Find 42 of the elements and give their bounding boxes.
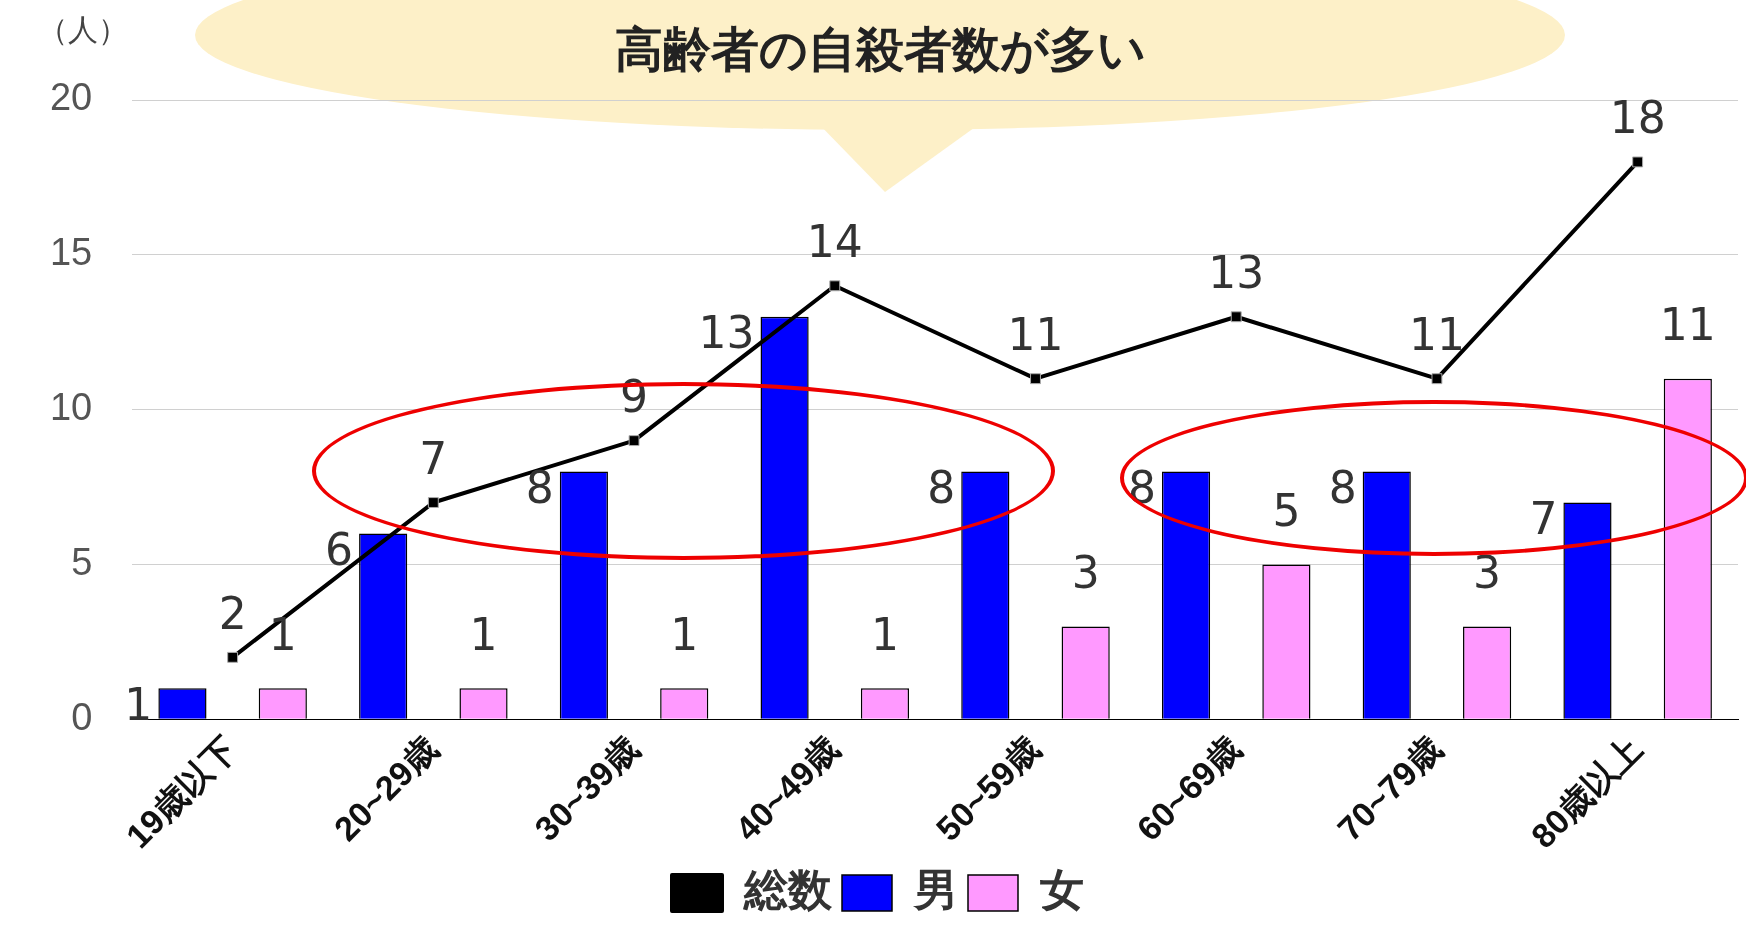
data-label: 14 xyxy=(806,216,863,268)
data-label: 11 xyxy=(1007,309,1064,361)
y-axis-title: （人） xyxy=(38,11,128,49)
data-label: 18 xyxy=(1609,92,1666,144)
point xyxy=(628,435,640,447)
data-label: 8 xyxy=(1328,462,1357,514)
data-label: 3 xyxy=(1473,546,1502,598)
data-label: 7 xyxy=(419,432,448,484)
data-label: 5 xyxy=(1272,484,1301,536)
data-label: 6 xyxy=(325,523,354,575)
data-label: 8 xyxy=(927,462,956,514)
point xyxy=(1431,373,1443,385)
y-tick-label: 20 xyxy=(49,76,93,119)
chart-title: 高齢者の自殺者数が多い xyxy=(613,20,1147,79)
data-label: 1 xyxy=(124,678,153,730)
data-label: 2 xyxy=(218,587,247,639)
legend-label: 女 xyxy=(1040,865,1084,915)
point xyxy=(1230,311,1242,323)
point xyxy=(1030,373,1041,385)
point xyxy=(1632,156,1644,168)
x-tick-label: 19歳以下 xyxy=(118,729,245,856)
data-label: 13 xyxy=(1208,247,1265,299)
x-tick-label: 80歳以上 xyxy=(1523,729,1650,856)
point xyxy=(227,651,239,663)
data-label: 8 xyxy=(525,462,554,514)
point xyxy=(427,497,439,508)
data-label: 3 xyxy=(1071,546,1100,598)
point xyxy=(829,280,841,292)
data-label: 11 xyxy=(1659,299,1716,351)
data-label: 13 xyxy=(698,307,755,359)
legend-label: 総数 xyxy=(742,865,833,915)
y-tick-label: 15 xyxy=(49,231,93,274)
data-label: 1 xyxy=(469,608,498,660)
data-label: 1 xyxy=(268,608,297,660)
data-label: 7 xyxy=(1529,492,1558,544)
data-label: 1 xyxy=(870,608,899,660)
data-label: 11 xyxy=(1408,309,1465,361)
legend-label: 男 xyxy=(912,865,958,915)
data-label: 1 xyxy=(670,608,699,660)
y-tick-label: 5 xyxy=(71,540,93,583)
y-tick-label: 0 xyxy=(71,695,93,738)
y-tick-label: 10 xyxy=(49,386,93,429)
